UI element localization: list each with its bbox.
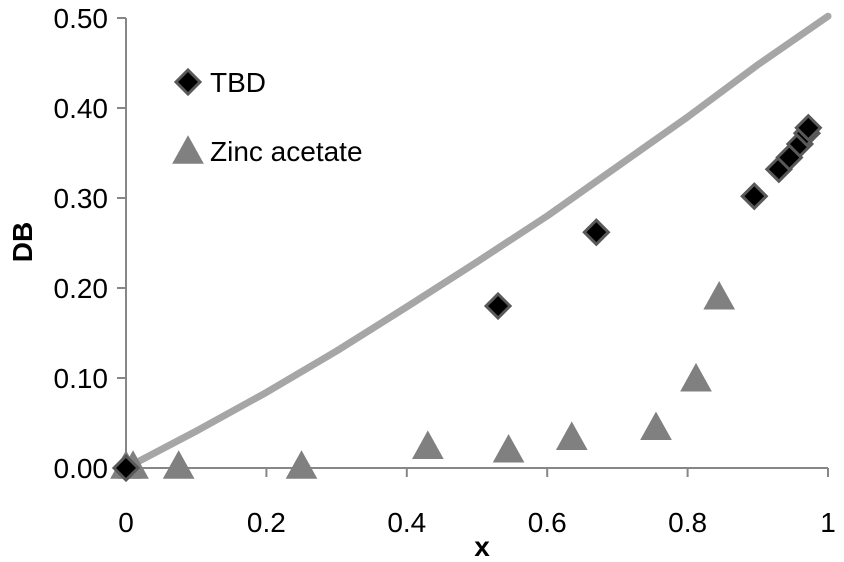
y-axis-title-group: DB: [7, 222, 38, 262]
y-tick-label: 0.30: [54, 183, 109, 214]
x-tick-label: 1: [820, 507, 836, 538]
triangle-marker: [555, 421, 588, 450]
legend-label-zinc-acetate: Zinc acetate: [210, 136, 363, 167]
y-tick-label: 0.20: [54, 273, 109, 304]
x-tick-label: 0.2: [247, 507, 286, 538]
triangle-marker: [703, 281, 736, 310]
diamond-marker: [582, 218, 611, 247]
triangle-marker: [162, 450, 195, 479]
triangle-marker: [492, 434, 525, 463]
triangle-marker: [412, 430, 444, 459]
triangle-marker: [680, 362, 712, 392]
diamond-marker: [740, 182, 769, 211]
x-tick-label: 0.6: [528, 507, 567, 538]
plot-area: 0.00 0.10 0.20 0.30 0.40 0.50 0 0.2 0.4 0.6 0.8 1 TB…: [54, 3, 836, 538]
x-axis-title: x: [474, 531, 490, 562]
x-tick-label: 0: [118, 507, 134, 538]
diamond-marker: [173, 67, 203, 97]
triangle-marker: [172, 135, 204, 164]
y-tick-label: 0.00: [54, 453, 109, 484]
diamond-marker: [794, 113, 823, 142]
y-tick-label: 0.40: [54, 93, 109, 124]
triangle-marker: [285, 450, 318, 479]
diamond-marker: [111, 453, 141, 483]
triangle-marker: [640, 411, 672, 441]
x-tick-label: 0.4: [387, 507, 426, 538]
y-tick-label: 0.50: [54, 3, 109, 34]
diamond-marker: [483, 291, 513, 321]
y-axis-title: DB: [7, 222, 38, 262]
legend-label-tbd: TBD: [210, 67, 266, 98]
y-tick-label: 0.10: [54, 363, 109, 394]
reference-curve: [122, 12, 832, 472]
x-tick-label: 0.8: [668, 507, 707, 538]
